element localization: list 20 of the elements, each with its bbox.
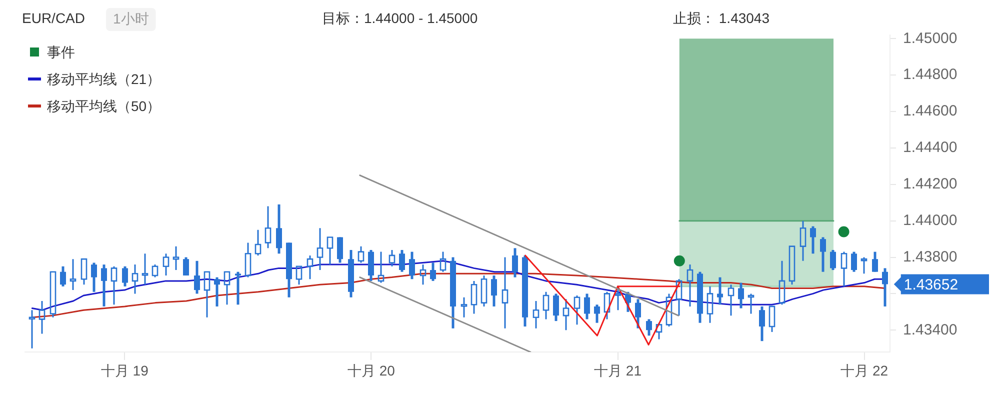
y-tick-label: 1.44400 bbox=[903, 139, 958, 156]
y-tick-label: 1.43800 bbox=[903, 248, 958, 266]
annotation: 1.43652 bbox=[904, 276, 958, 294]
x-tick-label: 十月 19 bbox=[100, 362, 149, 378]
chart-title: EUR/CAD bbox=[22, 10, 86, 26]
y-tick-label: 1.44000 bbox=[903, 212, 958, 229]
text: 止损： 1.43043 bbox=[673, 10, 770, 26]
y-tick-label: 1.43400 bbox=[903, 321, 958, 338]
x-tick-label: 十月 22 bbox=[840, 362, 888, 378]
text: 目标：1.44000 - 1.45000 bbox=[322, 10, 478, 26]
legend-label: 移动平均线（21） bbox=[47, 70, 161, 87]
legend-label: 移动平均线（50） bbox=[47, 98, 161, 114]
y-tick-label: 1.44200 bbox=[903, 176, 958, 193]
x-tick-label: 十月 20 bbox=[347, 362, 396, 378]
y-tick-label: 1.45000 bbox=[903, 30, 958, 47]
legend-label: 事件 bbox=[47, 44, 75, 60]
y-tick-label: 1.44800 bbox=[903, 66, 958, 84]
chart-subtitle: 1小时 bbox=[113, 10, 149, 26]
x-tick-label: 十月 21 bbox=[594, 362, 642, 378]
y-tick-label: 1.44600 bbox=[903, 102, 958, 120]
